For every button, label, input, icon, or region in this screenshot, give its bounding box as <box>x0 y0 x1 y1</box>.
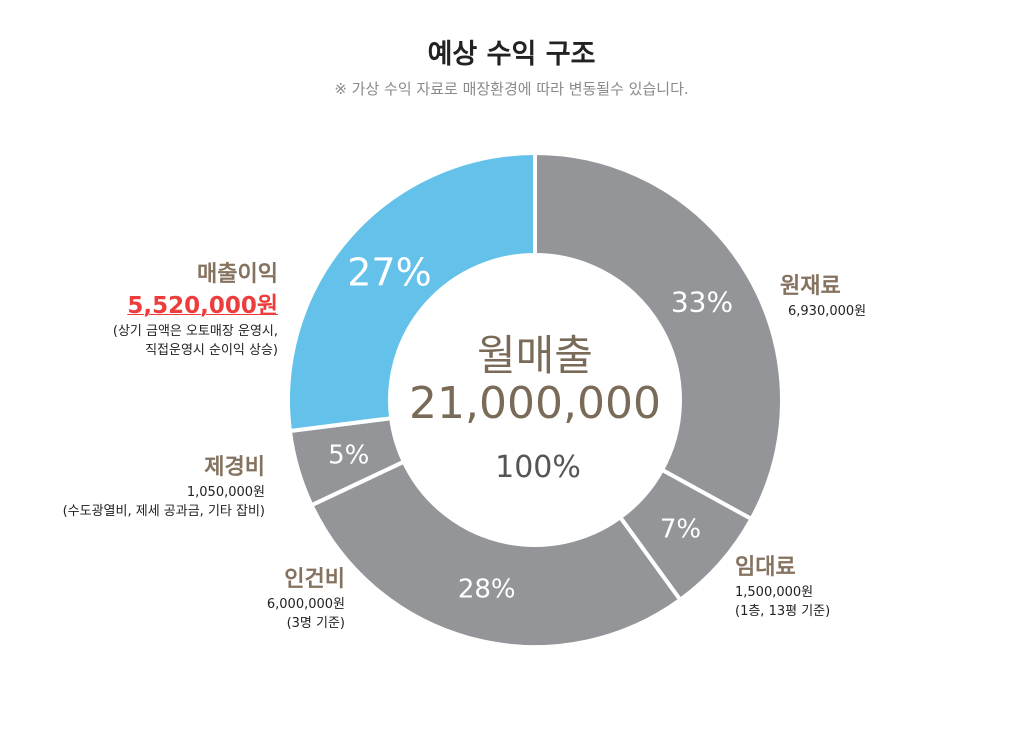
slice-note: (수도광열비, 제세 공과금, 기타 잡비) <box>62 504 265 519</box>
slice-amount: 1,050,000원 <box>186 485 265 500</box>
label-overhead: 제경비 1,050,000원 (수도광열비, 제세 공과금, 기타 잡비) <box>63 453 265 521</box>
slice-note: (상기 금액은 오토매장 운영시, <box>112 324 278 339</box>
chart-title: 예상 수익 구조 <box>427 39 596 70</box>
slice-amount: 6,930,000원 <box>788 304 867 319</box>
slice-4 <box>286 150 537 434</box>
slice-name: 제경비 <box>204 455 265 480</box>
slice-percent-label: 33% <box>671 285 733 318</box>
center-label: 월매출 <box>477 331 593 380</box>
slice-percent-label: 5% <box>328 440 369 470</box>
label-raw-materials: 원재료 6,930,000원 <box>780 272 866 321</box>
slice-name: 임대료 <box>735 555 796 580</box>
slice-name: 매출이익 <box>197 262 278 287</box>
center-percent: 100% <box>495 450 581 485</box>
slice-percent-label: 7% <box>660 515 701 545</box>
slice-amount: 1,500,000원 <box>735 585 814 600</box>
slice-note: (3명 기준) <box>286 616 345 631</box>
slice-0 <box>533 150 784 522</box>
slice-note: (1층, 13평 기준) <box>735 604 831 619</box>
label-labor: 인건비 6,000,000원 (3명 기준) <box>267 565 345 633</box>
slice-percent-label: 28% <box>458 574 516 604</box>
profit-amount: 5,520,000원 <box>127 293 278 319</box>
label-rent: 임대료 1,500,000원 (1층, 13평 기준) <box>735 553 830 621</box>
slice-2 <box>308 459 683 649</box>
slice-percent-label: 27% <box>347 250 431 294</box>
center-value: 21,000,000 <box>409 378 661 429</box>
chart-subtitle: ※ 가상 수익 자료로 매장환경에 따라 변동될수 있습니다. <box>334 80 689 98</box>
slice-name: 원재료 <box>780 274 841 299</box>
label-profit: 매출이익 5,520,000원 (상기 금액은 오토매장 운영시, 직접운영시 … <box>113 260 278 360</box>
slice-name: 인건비 <box>284 567 345 592</box>
slice-note-2: 직접운영시 순이익 상승) <box>145 343 278 358</box>
slice-amount: 6,000,000원 <box>266 597 345 612</box>
